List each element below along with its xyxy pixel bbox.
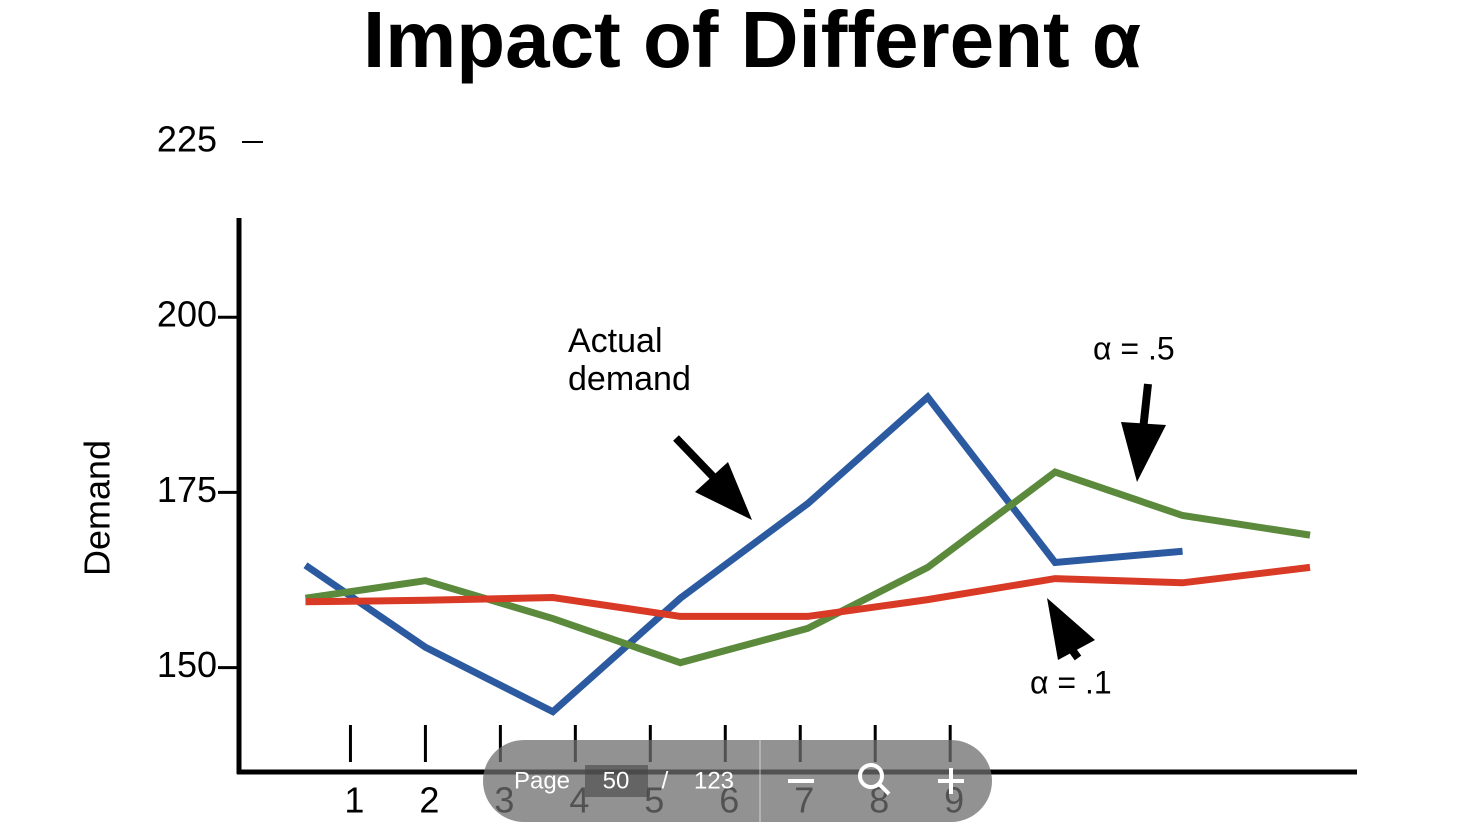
annotation: α = .5 [1093, 330, 1175, 366]
zoom-in-button[interactable] [938, 768, 964, 794]
pdf-toolbar: Page 50 / 123 [483, 740, 992, 822]
page-number[interactable]: 50 [603, 767, 630, 794]
annotation: Actual [568, 322, 663, 360]
page-separator: / [662, 767, 669, 794]
x-tick-label: 2 [419, 780, 439, 821]
toolbar-background [483, 740, 992, 822]
annotation: α = .1 [1030, 664, 1112, 700]
zoom-fit-button[interactable] [858, 763, 891, 796]
chart-title: Impact of Different α [363, 0, 1141, 84]
y-tick-label: 225 [157, 119, 217, 160]
arrows [673, 383, 1166, 661]
y-tick-label: 175 [157, 469, 217, 510]
y-tick-label: 200 [157, 294, 217, 335]
page-total: 123 [694, 767, 734, 794]
x-tick-label: 1 [344, 780, 364, 821]
page-input[interactable] [585, 765, 648, 797]
y-tick-label: 150 [157, 644, 217, 685]
page-label: Page [514, 767, 570, 794]
annotation: demand [568, 360, 691, 398]
series-line [304, 468, 1311, 667]
series-line [303, 391, 1183, 716]
y-axis-label: Demand [77, 440, 118, 576]
series-line [305, 563, 1311, 620]
